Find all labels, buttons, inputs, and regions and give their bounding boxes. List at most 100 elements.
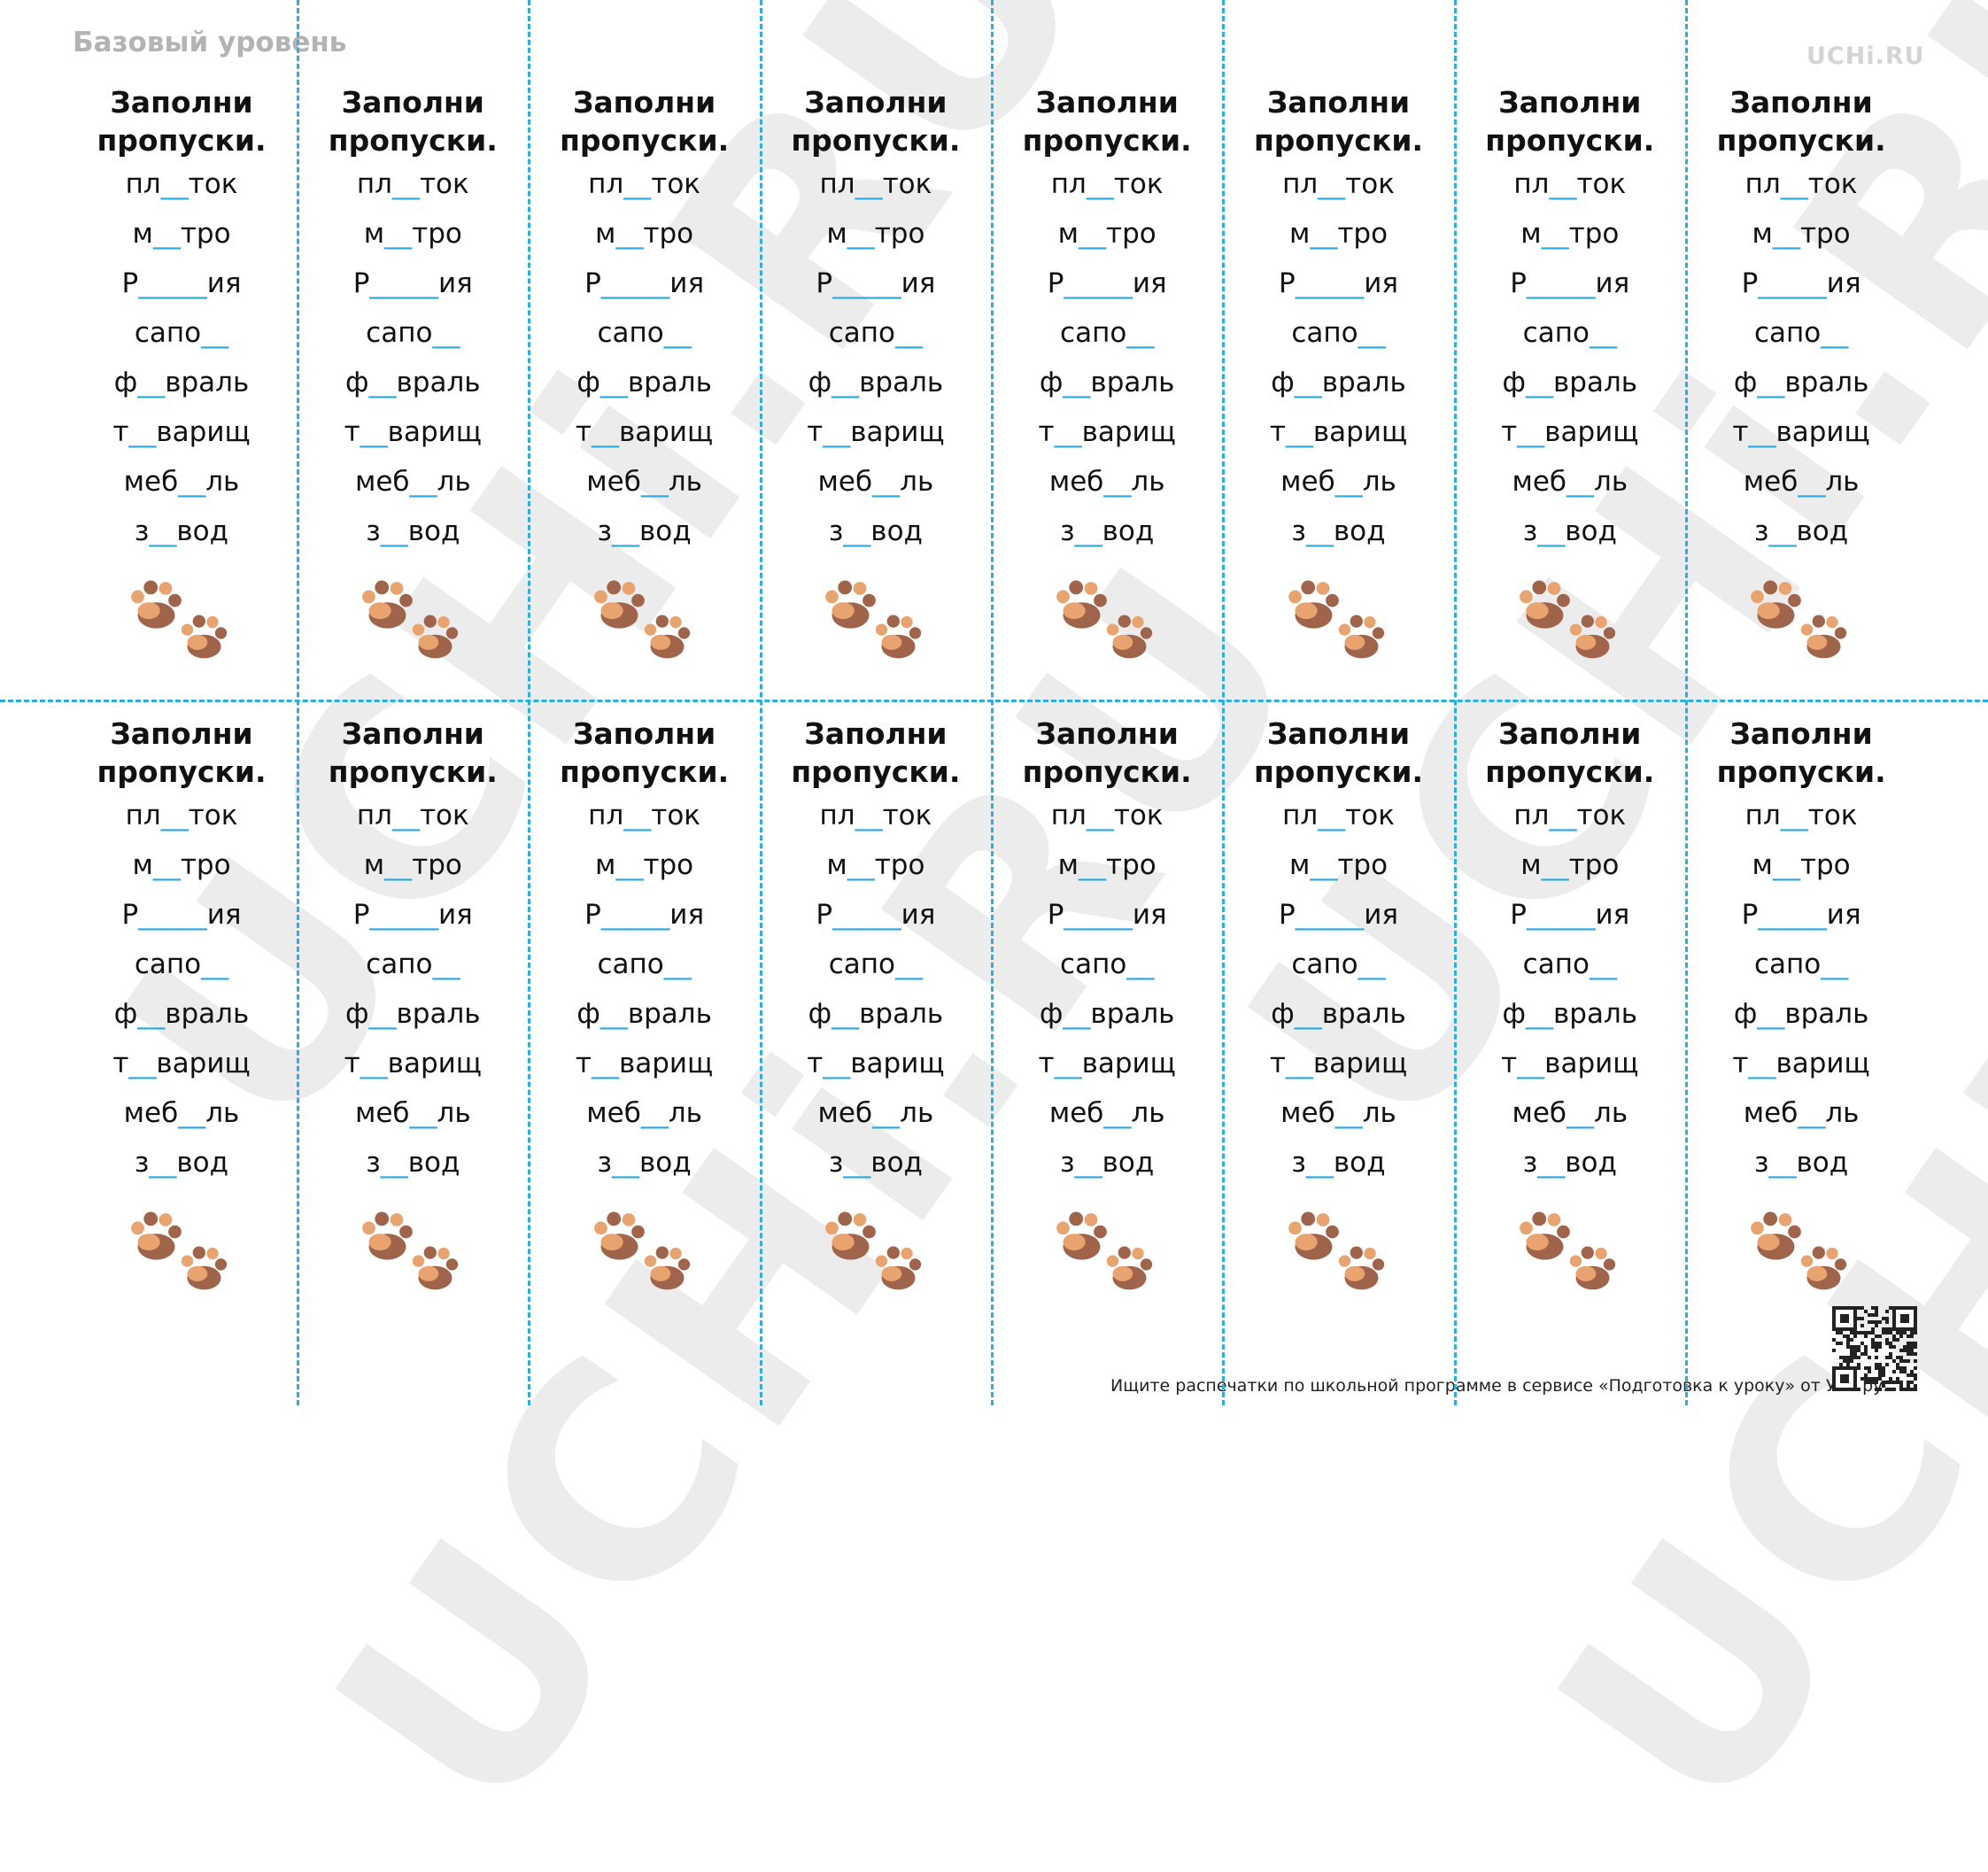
word: пл__ток — [356, 168, 469, 200]
word: меб__ль — [1280, 1097, 1396, 1129]
word: пл__ток — [1282, 168, 1395, 200]
word: з__вод — [1060, 515, 1155, 547]
word: меб__ль — [586, 466, 702, 498]
word: сапо__ — [1522, 317, 1617, 349]
card: Заполни пропуски. пл__ток м__тро Р_____ия са… — [1686, 715, 1916, 1299]
paw-icon — [1288, 580, 1384, 659]
word: пл__ток — [356, 800, 469, 832]
word: Р_____ия — [584, 899, 705, 931]
word: пл__ток — [1513, 168, 1627, 200]
word: меб__ль — [1512, 466, 1628, 498]
word: Р_____ия — [352, 899, 473, 931]
paw-icon — [362, 580, 459, 659]
word: пл__ток — [819, 800, 932, 832]
paw-box — [66, 576, 297, 668]
word: Р_____ия — [1510, 267, 1630, 299]
card: Заполни пропуски. пл__ток м__тро Р_____ия са… — [761, 83, 991, 668]
cut-line — [1454, 0, 1457, 1405]
card-title: Заполни пропуски. — [1253, 716, 1424, 789]
word: ф__враль — [1502, 998, 1638, 1030]
card-title: Заполни пропуски. — [1253, 85, 1424, 158]
word: Р_____ия — [816, 267, 936, 299]
paw-icon — [1519, 580, 1615, 659]
word: м__тро — [363, 218, 462, 250]
word: Р_____ия — [1047, 267, 1167, 299]
word: т__варищ — [112, 416, 251, 448]
card-title: Заполни пропуски. — [1485, 85, 1655, 158]
cut-line — [991, 0, 994, 1405]
word: сапо__ — [1291, 317, 1386, 349]
paw-box — [530, 1207, 760, 1299]
card-title: Заполни пропуски. — [560, 716, 730, 789]
paw-icon — [362, 1211, 459, 1290]
paw-icon — [1056, 580, 1153, 659]
word: т__варищ — [344, 1048, 482, 1079]
paw-icon — [593, 1211, 690, 1290]
paw-icon — [1751, 1211, 1847, 1290]
word: сапо__ — [1522, 948, 1617, 980]
word: Р_____ия — [121, 267, 242, 299]
word: меб__ль — [354, 466, 471, 498]
paw-icon — [1519, 1211, 1615, 1290]
word: м__тро — [1288, 849, 1389, 881]
word: меб__ль — [1743, 466, 1860, 498]
card: Заполни пропуски. пл__ток м__тро Р_____ия са… — [1224, 83, 1454, 668]
paw-box — [1224, 1207, 1454, 1299]
word: меб__ль — [1048, 466, 1165, 498]
word: сапо__ — [1753, 948, 1849, 980]
word: пл__ток — [1050, 168, 1164, 200]
word: ф__враль — [808, 998, 944, 1030]
word: т__варищ — [1269, 416, 1408, 448]
word: з__вод — [134, 515, 229, 547]
word: т__варищ — [575, 416, 714, 448]
word: ф__враль — [113, 367, 250, 398]
paw-box — [1224, 576, 1454, 668]
card: Заполни пропуски. пл__ток м__тро Р_____ия са… — [992, 83, 1222, 668]
paw-icon — [593, 580, 690, 659]
card: Заполни пропуски. пл__ток м__тро Р_____ия са… — [761, 715, 991, 1299]
word: ф__враль — [576, 998, 712, 1030]
word: м__тро — [595, 218, 694, 250]
word: пл__ток — [1050, 800, 1164, 832]
word: Р_____ия — [816, 899, 936, 931]
card-title: Заполни пропуски. — [97, 716, 267, 789]
word: з__вод — [1754, 1147, 1849, 1179]
word: з__вод — [1522, 515, 1617, 547]
word: сапо__ — [134, 317, 229, 349]
word: з__вод — [366, 515, 460, 547]
card: Заполни пропуски. пл__ток м__тро Р_____ия са… — [1224, 715, 1454, 1299]
word: т__варищ — [807, 1048, 945, 1079]
word: м__тро — [1752, 849, 1851, 881]
word: ф__враль — [1733, 367, 1869, 398]
word: т__варищ — [1038, 416, 1176, 448]
word: ф__враль — [808, 367, 944, 398]
word: т__варищ — [1732, 1048, 1870, 1079]
paw-box — [1686, 1207, 1916, 1299]
paw-box — [992, 576, 1222, 668]
card-title: Заполни пропуски. — [1485, 716, 1655, 789]
word: з__вод — [1754, 515, 1849, 547]
word: з__вод — [828, 515, 923, 547]
word: пл__ток — [125, 168, 238, 200]
word: Р_____ия — [584, 267, 705, 299]
card-title: Заполни пропуски. — [1022, 716, 1192, 789]
word: т__варищ — [807, 416, 945, 448]
word: м__тро — [1752, 218, 1851, 250]
word: т__варищ — [1501, 1048, 1639, 1079]
word: пл__ток — [1744, 168, 1858, 200]
word: з__вод — [1060, 1147, 1155, 1179]
card-title: Заполни пропуски. — [1022, 85, 1192, 158]
paw-box — [66, 1207, 297, 1299]
word: з__вод — [597, 515, 692, 547]
qr-code — [1832, 1306, 1917, 1391]
word: з__вод — [1291, 515, 1386, 547]
word: ф__враль — [345, 367, 481, 398]
paw-icon — [131, 580, 228, 659]
paw-box — [530, 576, 760, 668]
paw-box — [1455, 1207, 1685, 1299]
word: Р_____ия — [1279, 899, 1398, 931]
word: меб__ль — [586, 1097, 702, 1129]
word: т__варищ — [112, 1048, 251, 1079]
word: м__тро — [1520, 218, 1620, 250]
